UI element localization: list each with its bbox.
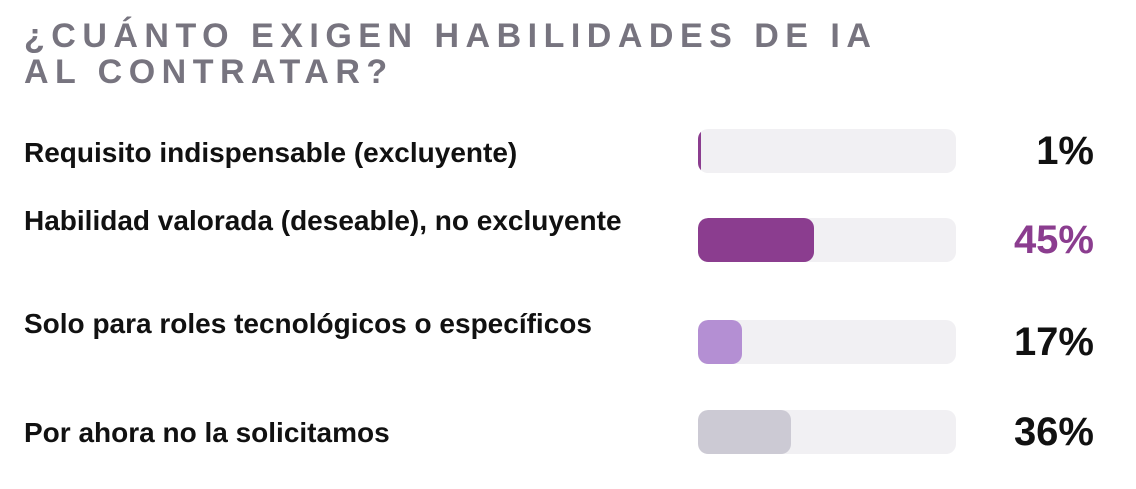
value-label-1: 1%: [1036, 129, 1094, 173]
bar-track-2: [698, 218, 956, 262]
bar-3: [698, 320, 742, 364]
category-label-3: Solo para roles tecnológicos o específic…: [24, 308, 592, 339]
value-label-4: 36%: [1013, 410, 1094, 454]
bar-2: [698, 218, 814, 262]
bar-1: [698, 129, 701, 173]
category-label-2: Habilidad valorada (deseable), no excluy…: [24, 205, 622, 236]
value-label-2: 45%: [1013, 218, 1094, 262]
bar-track-3: [698, 320, 956, 364]
category-label-4: Por ahora no la solicitamos: [24, 417, 390, 448]
bar-track-1: [698, 129, 956, 173]
chart-title: ¿CUÁNTO EXIGEN HABILIDADES DE IA AL CONT…: [24, 17, 877, 91]
bar-4: [698, 410, 791, 454]
value-label-3: 17%: [1013, 320, 1094, 364]
bar-track-4: [698, 410, 956, 454]
category-label-1: Requisito indispensable (excluyente): [24, 137, 518, 168]
